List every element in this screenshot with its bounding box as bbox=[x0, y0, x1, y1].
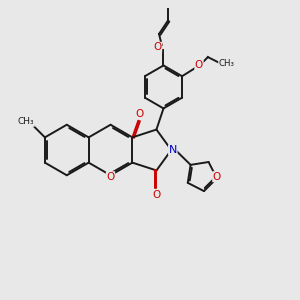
Text: N: N bbox=[169, 145, 177, 155]
Text: O: O bbox=[152, 190, 160, 200]
Text: O: O bbox=[136, 109, 144, 119]
Text: O: O bbox=[213, 172, 221, 182]
Text: CH₃: CH₃ bbox=[219, 58, 235, 68]
Text: CH₃: CH₃ bbox=[17, 117, 34, 126]
Text: O: O bbox=[106, 172, 115, 182]
Text: O: O bbox=[195, 60, 203, 70]
Text: O: O bbox=[153, 42, 162, 52]
